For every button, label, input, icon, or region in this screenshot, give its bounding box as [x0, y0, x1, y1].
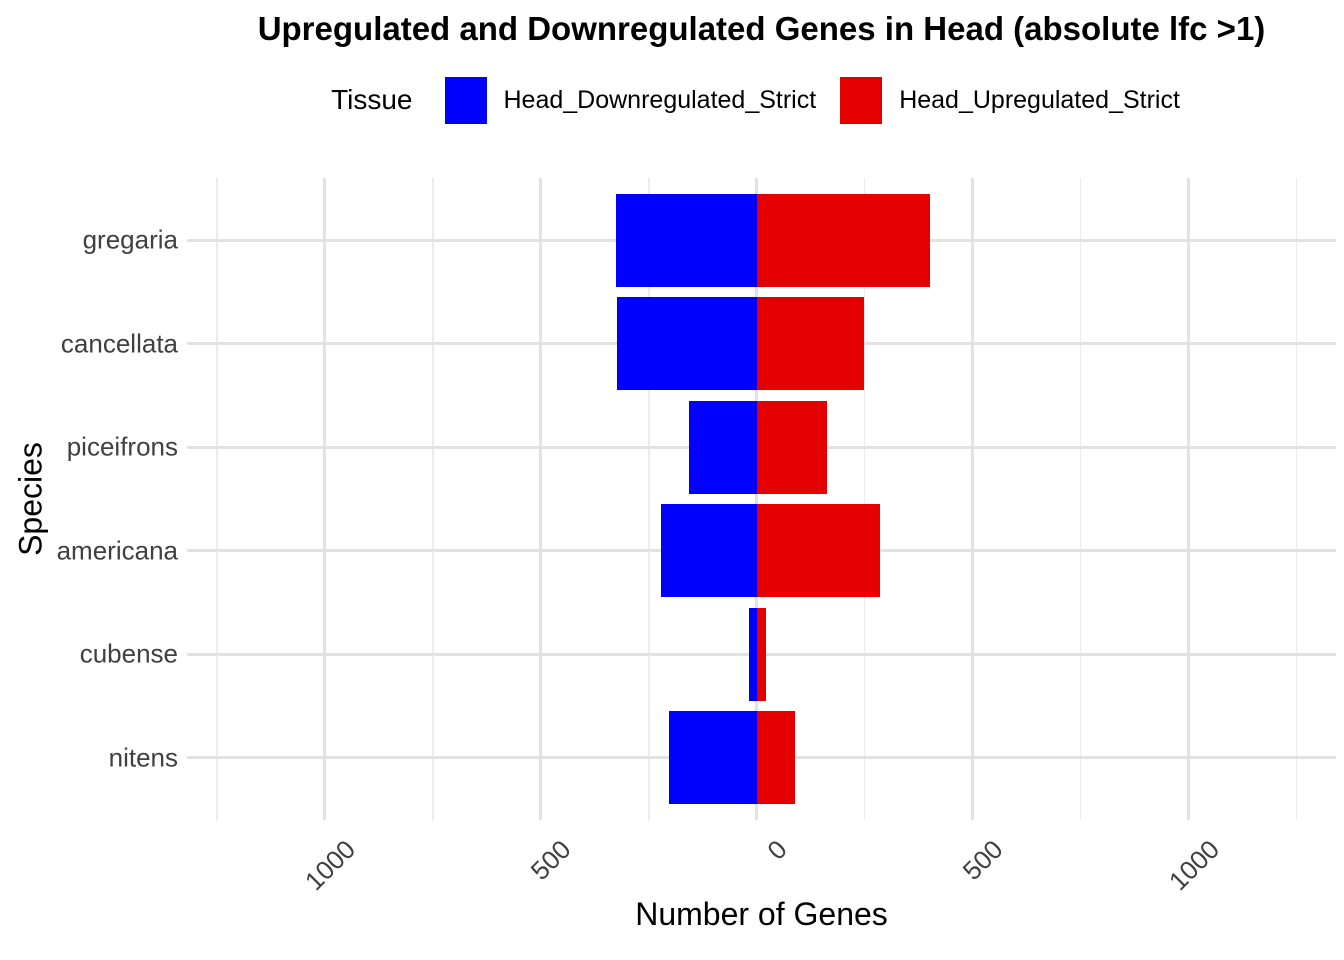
gridline-x-750: [1079, 178, 1082, 820]
bar-cancellata-upregulated: [756, 297, 864, 391]
x-tick-label--1000: 1000: [298, 834, 362, 897]
y-tick-label-nitens: nitens: [108, 742, 178, 773]
y-tick-label-piceifrons: piceifrons: [66, 431, 178, 462]
y-tick-label-cancellata: cancellata: [60, 328, 178, 359]
legend-key-downregulated-swatch: [444, 76, 487, 124]
x-tick-label--500: 500: [525, 834, 577, 886]
x-tick-label-1000: 1000: [1162, 834, 1225, 897]
chart-title: Upregulated and Downregulated Genes in H…: [257, 10, 1266, 47]
legend-title: Tissue: [331, 84, 413, 115]
legend-item-upregulated: Head_Upregulated_Strict: [840, 76, 1180, 124]
gridline-x--500: [539, 178, 543, 820]
y-tick-label-americana: americana: [56, 535, 178, 566]
gridline-x--750: [432, 178, 434, 820]
plot-panel: [187, 178, 1336, 820]
gridline-x-250: [863, 178, 866, 820]
bar-gregaria-downregulated: [616, 193, 757, 287]
gridline-x--250: [648, 178, 650, 820]
bar-americana-upregulated: [756, 504, 880, 598]
legend-key-upregulated-swatch: [840, 76, 883, 124]
bar-piceifrons-upregulated: [756, 400, 827, 494]
bar-gregaria-upregulated: [756, 193, 930, 287]
gridline-x-0: [755, 178, 759, 820]
bar-nitens-upregulated: [756, 711, 796, 805]
bar-americana-downregulated: [660, 504, 757, 598]
bar-piceifrons-downregulated: [688, 400, 757, 494]
x-tick-label-0: 0: [761, 834, 793, 866]
y-tick-label-gregaria: gregaria: [82, 224, 178, 255]
gridline-x-500: [971, 178, 975, 820]
y-tick-label-cubense: cubense: [79, 638, 178, 669]
gridline-x--1000: [323, 178, 327, 820]
gridline-x--1250: [216, 178, 218, 820]
legend-label-downregulated: Head_Downregulated_Strict: [503, 85, 817, 114]
x-axis-title: Number of Genes: [635, 896, 888, 932]
legend-label-upregulated: Head_Upregulated_Strict: [899, 85, 1180, 114]
y-axis-title: Species: [12, 442, 49, 556]
bar-nitens-downregulated: [669, 711, 757, 805]
bar-cancellata-downregulated: [616, 297, 757, 391]
x-tick-label-500: 500: [957, 834, 1009, 886]
gridline-x-1250: [1295, 178, 1298, 820]
bar-cubense-upregulated: [756, 607, 766, 701]
gridline-x-1000: [1187, 178, 1191, 820]
bar-cubense-downregulated: [749, 607, 757, 701]
legend: Tissue Head_Downregulated_Strict Head_Up…: [187, 74, 1336, 126]
legend-item-downregulated: Head_Downregulated_Strict: [444, 76, 817, 124]
